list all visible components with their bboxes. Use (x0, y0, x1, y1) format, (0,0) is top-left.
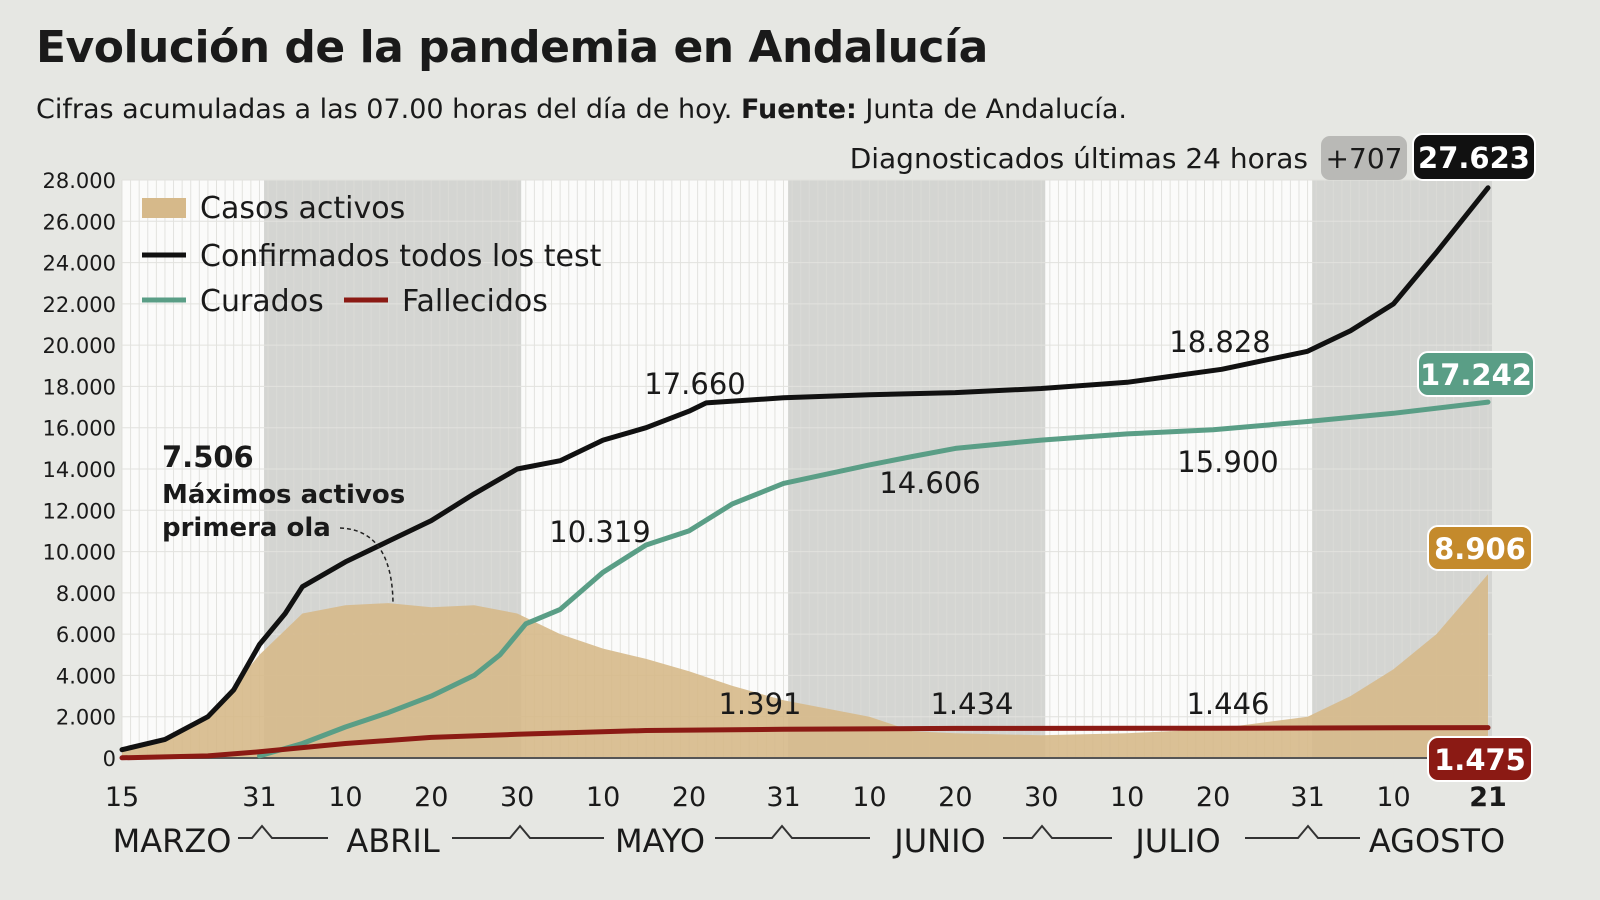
x-tick-label: 20 (672, 782, 706, 813)
x-tick-label: 10 (328, 782, 362, 813)
annotation-label: 14.606 (879, 466, 980, 500)
y-tick-label: 20.000 (43, 334, 116, 358)
end-badge-casos-activos (1427, 525, 1533, 571)
subtitle-text: Cifras acumuladas a las 07.00 horas del … (36, 94, 733, 125)
legend-label: Fallecidos (402, 284, 548, 319)
annotation-label: 1.391 (718, 687, 801, 721)
annotation-label: 10.319 (549, 515, 650, 549)
series-area-casos-activos (122, 574, 1488, 758)
end-badge-text: 17.242 (1420, 358, 1532, 392)
y-tick-label: 2.000 (56, 706, 116, 730)
month-label: MARZO (113, 822, 232, 860)
month-label: JULIO (1133, 822, 1220, 860)
x-tick-label: 15 (105, 782, 139, 813)
y-tick-label: 16.000 (43, 417, 116, 441)
y-tick-label: 4.000 (56, 664, 116, 688)
y-tick-label: 22.000 (43, 293, 116, 317)
legend-label: Confirmados todos los test (200, 239, 602, 274)
x-tick-label: 30 (1024, 782, 1058, 813)
annotation-label: 18.828 (1169, 325, 1270, 359)
month-label: AGOSTO (1369, 822, 1505, 860)
total-badge (1412, 133, 1536, 181)
y-tick-label: 14.000 (43, 458, 116, 482)
month-separator (1245, 824, 1360, 839)
end-badge-fallecidos (1427, 736, 1533, 782)
x-tick-label: 20 (938, 782, 972, 813)
x-tick-label: 31 (1290, 782, 1324, 813)
x-tick-label: 10 (852, 782, 886, 813)
source-label: Fuente: (740, 94, 857, 125)
x-tick-label: 20 (1196, 782, 1230, 813)
x-tick-label: 10 (586, 782, 620, 813)
month-separator (715, 824, 870, 839)
x-tick-label: 10 (1376, 782, 1410, 813)
y-tick-label: 26.000 (43, 210, 116, 234)
delta-badge-text: +707 (1326, 142, 1403, 175)
y-tick-label: 0 (103, 747, 116, 771)
y-tick-label: 24.000 (43, 252, 116, 276)
series-line-confirmados (119, 185, 1491, 753)
x-tick-label: 31 (766, 782, 800, 813)
x-tick-label: 30 (500, 782, 534, 813)
month-separator (452, 824, 604, 839)
month-label: JUNIO (892, 822, 985, 860)
x-tick-label: 21 (1469, 782, 1507, 813)
end-badge-text: 1.475 (1434, 743, 1526, 777)
annotation-label: 17.660 (644, 367, 745, 401)
x-tick-label: 10 (1110, 782, 1144, 813)
y-tick-label: 8.000 (56, 582, 116, 606)
annotation-label: 1.434 (930, 687, 1013, 721)
end-badge-curados (1417, 351, 1535, 397)
chart-title: Evolución de la pandemia en Andalucía (36, 22, 988, 73)
y-tick-label: 28.000 (43, 169, 116, 193)
source-text: Junta de Andalucía. (865, 94, 1128, 125)
delta-badge (1321, 136, 1407, 180)
total-badge-text: 27.623 (1418, 141, 1530, 175)
annotation-label: 7.506 (162, 440, 254, 474)
month-separator (238, 824, 328, 839)
diagnosed-24h-label: Diagnosticados últimas 24 horas (850, 142, 1308, 175)
y-tick-label: 18.000 (43, 375, 116, 399)
chart-subtitle: Cifras acumuladas a las 07.00 horas del … (36, 94, 1127, 125)
legend-swatch-casos-activos (142, 198, 186, 218)
x-tick-label: 20 (414, 782, 448, 813)
month-separator (1003, 824, 1112, 839)
month-label: ABRIL (346, 822, 440, 860)
y-tick-label: 10.000 (43, 541, 116, 565)
annotation-note: primera ola (162, 513, 331, 543)
legend-label: Casos activos (200, 191, 405, 226)
annotation-leader (339, 527, 394, 604)
y-tick-label: 6.000 (56, 623, 116, 647)
month-label: MAYO (615, 822, 705, 860)
annotation-label: 1.446 (1186, 687, 1269, 721)
x-tick-label: 31 (242, 782, 276, 813)
y-tick-label: 12.000 (43, 499, 116, 523)
legend-label: Curados (200, 284, 324, 319)
annotation-label: 15.900 (1177, 445, 1278, 479)
end-badge-text: 8.906 (1434, 532, 1526, 566)
annotation-note: Máximos activos (162, 480, 405, 510)
